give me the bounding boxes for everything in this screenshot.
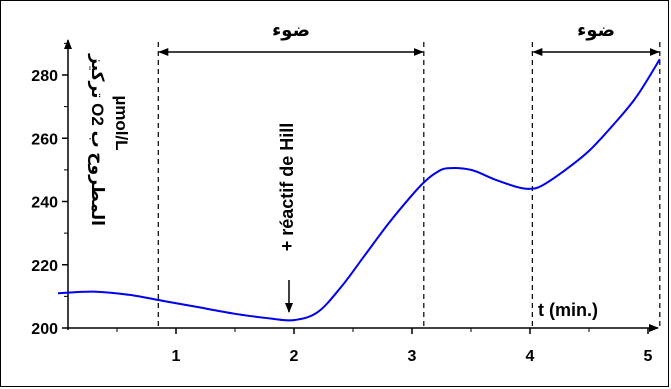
light-period-label-1: ضوء (272, 20, 310, 41)
y-ticks: 200 220 240 260 280 (31, 42, 68, 338)
light-period-label-2: ضوء (577, 20, 615, 41)
y-tick-label-240: 240 (31, 195, 58, 212)
x-tick-label-1: 1 (172, 348, 181, 365)
y-tick-label-280: 280 (31, 68, 58, 85)
x-tick-label-2: 2 (290, 348, 299, 365)
x-ticks: 1 2 3 4 5 (116, 328, 653, 365)
o2-curve (57, 58, 661, 322)
x-axis-label: t (min.) (538, 300, 598, 320)
x-tick-label-5: 5 (644, 348, 653, 365)
y-tick-label-260: 260 (31, 131, 58, 148)
light-periods: ضوء ضوء (157, 20, 661, 328)
y-axis-label-line1: تركيز O2 المطروح ب (87, 53, 107, 226)
y-tick-label-200: 200 (31, 321, 58, 338)
x-tick-label-3: 3 (408, 348, 417, 365)
hill-reagent-annotation: + réactif de Hill (277, 123, 297, 252)
y-tick-label-220: 220 (31, 258, 58, 275)
x-tick-label-4: 4 (526, 348, 535, 365)
y-axis-label-line2: µmol/L (112, 95, 131, 150)
